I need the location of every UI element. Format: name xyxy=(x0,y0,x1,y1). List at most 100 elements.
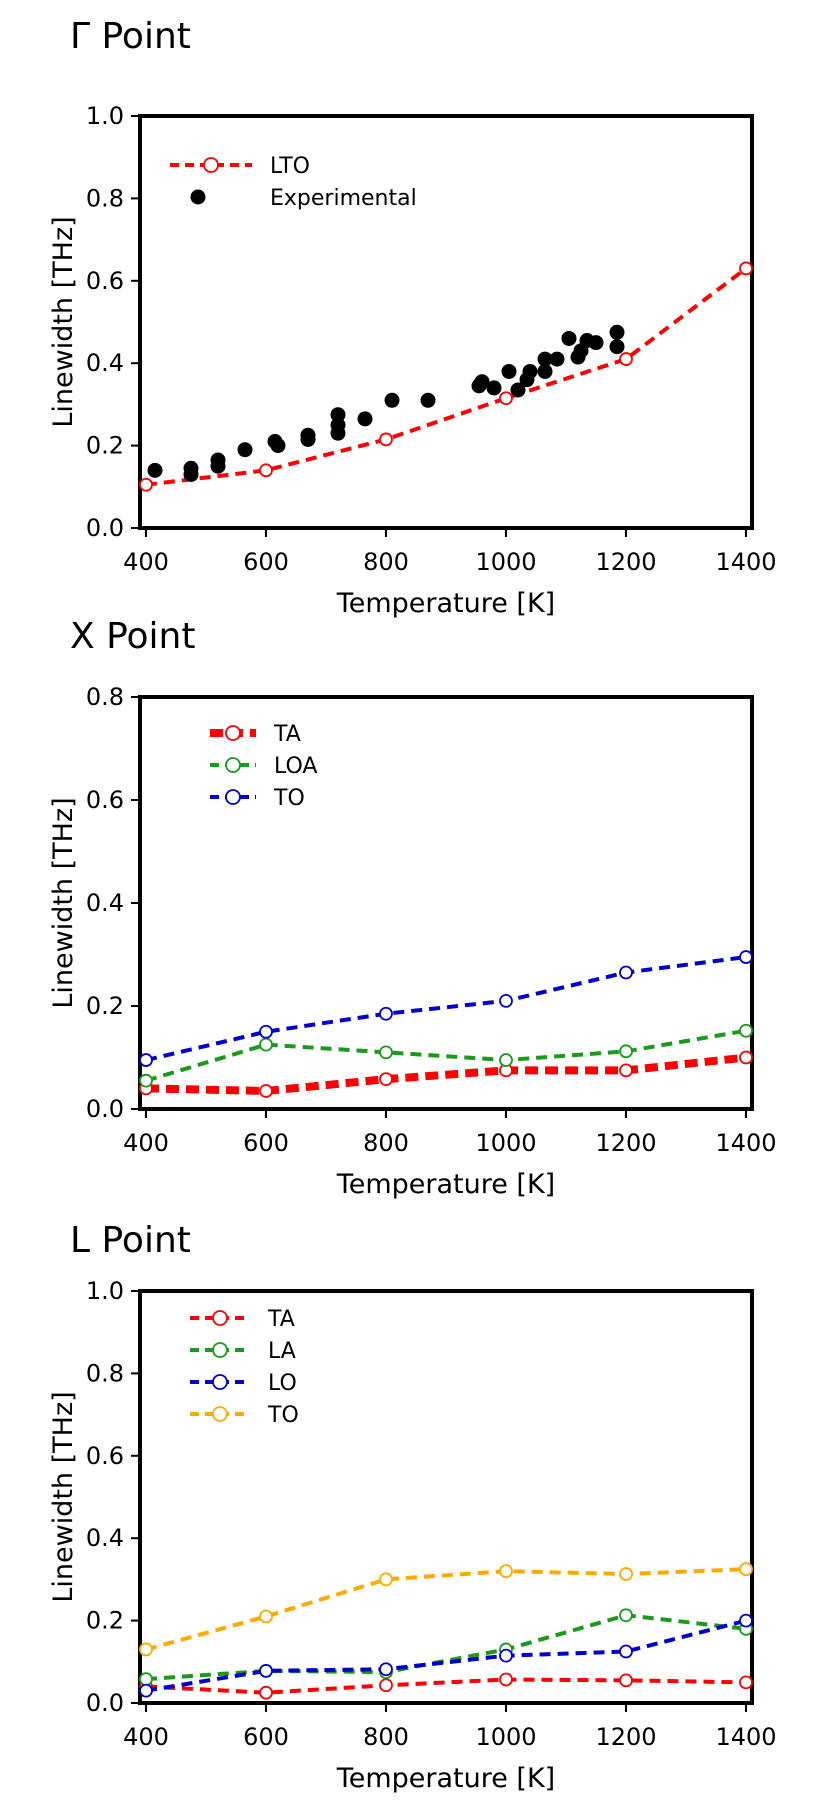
chart-title: L Point xyxy=(70,1220,191,1261)
x-tick-label: 600 xyxy=(243,1723,289,1751)
data-point xyxy=(139,1053,153,1067)
y-tick-label: 0.0 xyxy=(86,1095,124,1123)
legend-item-to: TO xyxy=(210,786,305,811)
data-point xyxy=(330,407,346,423)
legend-label: LO xyxy=(268,1371,297,1396)
series-loa xyxy=(139,1023,753,1088)
data-point xyxy=(499,391,513,406)
data-point xyxy=(739,1613,753,1628)
data-point xyxy=(183,460,199,476)
y-tick-label: 0.6 xyxy=(86,786,124,814)
data-point xyxy=(379,1678,393,1693)
y-tick-label: 0.2 xyxy=(86,1607,124,1635)
data-point xyxy=(210,452,226,468)
x-tick-label: 600 xyxy=(243,548,289,576)
x-tick-label: 400 xyxy=(123,548,169,576)
data-point xyxy=(259,1609,273,1624)
data-point xyxy=(619,1673,633,1688)
y-axis-label: Linewidth [THz] xyxy=(48,1391,79,1602)
data-point xyxy=(510,382,526,398)
data-point xyxy=(537,351,553,367)
data-point xyxy=(139,477,153,492)
data-point xyxy=(259,1685,273,1700)
y-tick-label: 1.0 xyxy=(86,102,124,130)
x-axis-label: Temperature [K] xyxy=(336,1763,555,1794)
x-axis-label: Temperature [K] xyxy=(336,1169,555,1200)
y-tick-label: 0.6 xyxy=(86,267,124,295)
x-tick-label: 600 xyxy=(243,1129,289,1157)
chart-title: Γ Point xyxy=(70,16,191,57)
series-experimental xyxy=(147,324,625,482)
data-point xyxy=(619,1608,633,1623)
data-point xyxy=(499,993,513,1008)
legend-marker xyxy=(190,189,206,205)
y-tick-label: 0.2 xyxy=(86,432,124,460)
data-point xyxy=(609,339,625,355)
y-tick-label: 0.8 xyxy=(86,683,124,711)
data-point xyxy=(739,1562,753,1576)
legend: TA LOA TO xyxy=(210,722,317,811)
data-point xyxy=(147,462,163,478)
legend-marker xyxy=(212,1310,228,1326)
data-point xyxy=(499,1648,513,1663)
series-line xyxy=(145,1613,747,1682)
y-tick-label: 0.6 xyxy=(86,1442,124,1470)
legend-item-ta: TA xyxy=(190,1307,295,1332)
chart-title: X Point xyxy=(70,616,196,657)
x-tick-label: 1400 xyxy=(715,1723,776,1751)
chart-panel-1: Γ Point 400 600 800 1000 1200 1400 0.0 0.2 0.4 0.6… xyxy=(48,16,777,619)
legend-marker xyxy=(225,757,241,773)
y-tick-label: 0.8 xyxy=(86,1359,124,1387)
data-point xyxy=(237,442,253,458)
data-point xyxy=(619,965,633,980)
plot-frame xyxy=(138,114,754,530)
data-point xyxy=(379,1006,393,1021)
data-point xyxy=(619,1644,633,1659)
data-point xyxy=(270,438,286,454)
data-point xyxy=(522,363,538,379)
data-point xyxy=(420,392,436,408)
legend-item-ta: TA xyxy=(210,722,301,747)
legend-label: TA xyxy=(273,722,301,747)
data-point xyxy=(619,352,633,366)
legend-label: TA xyxy=(267,1307,295,1332)
series-ta xyxy=(139,1050,753,1098)
x-tick-label: 1400 xyxy=(715,1129,776,1157)
data-point xyxy=(139,1073,153,1088)
data-point xyxy=(384,392,400,408)
series-ta xyxy=(139,1672,753,1700)
plot-frame xyxy=(138,1289,754,1705)
series-to xyxy=(139,1562,753,1657)
y-tick-label: 0.8 xyxy=(86,184,124,212)
legend-label: LOA xyxy=(274,754,317,779)
data-point xyxy=(379,1045,393,1060)
data-point xyxy=(549,351,565,367)
data-point xyxy=(499,1053,513,1067)
data-point xyxy=(486,380,502,396)
data-point xyxy=(379,1572,393,1587)
legend-marker xyxy=(225,725,241,741)
y-tick-label: 0.4 xyxy=(86,1524,124,1552)
chart-panel-3: L Point 400 600 800 1000 1200 1400 0.0 0.2 0.4 0.6… xyxy=(48,1220,777,1794)
data-point xyxy=(259,1024,273,1039)
data-point xyxy=(259,463,273,478)
series-line xyxy=(145,1567,747,1652)
data-point xyxy=(739,1050,753,1065)
x-tick-label: 800 xyxy=(363,1129,409,1157)
y-axis-label: Linewidth [THz] xyxy=(48,797,79,1008)
series-line xyxy=(145,1028,747,1083)
data-point xyxy=(609,324,625,340)
data-point xyxy=(588,335,604,351)
y-tick-label: 0.2 xyxy=(86,992,124,1020)
series-lto xyxy=(139,261,753,492)
data-point xyxy=(474,374,490,390)
series-lo xyxy=(139,1613,753,1698)
data-point xyxy=(619,1044,633,1059)
data-point xyxy=(379,432,393,447)
y-tick-label: 0.0 xyxy=(86,1689,124,1717)
data-point xyxy=(259,1084,273,1098)
legend-label: Experimental xyxy=(270,186,417,211)
legend-label: TO xyxy=(273,786,305,811)
data-point xyxy=(561,330,577,346)
